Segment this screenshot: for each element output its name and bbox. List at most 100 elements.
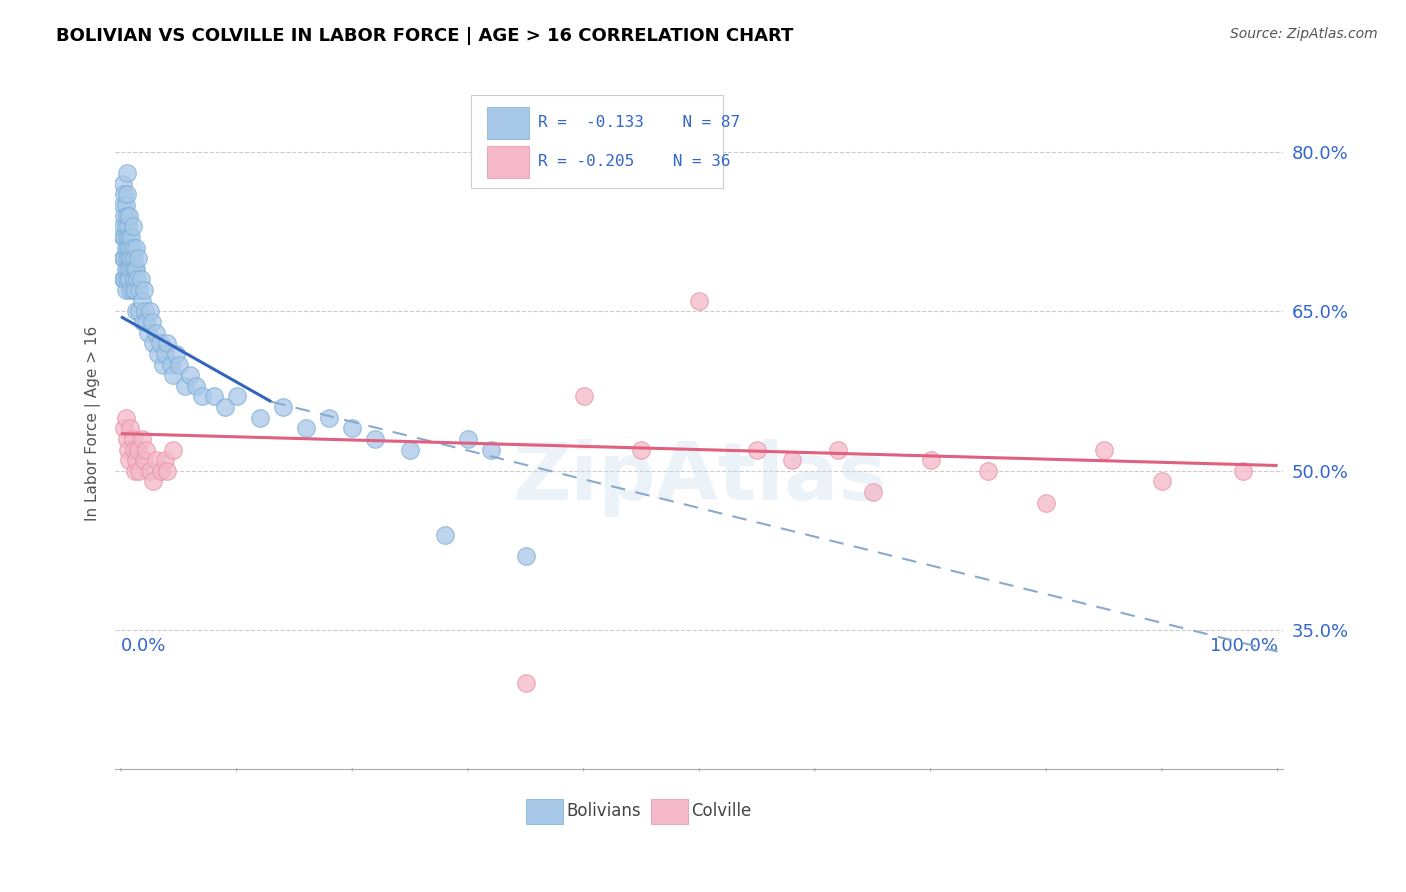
Text: 0.0%: 0.0% (121, 637, 166, 656)
Point (128, 304, 150, 318)
Point (120, 241, 142, 255)
Point (745, 442, 768, 457)
Point (156, 336, 179, 351)
Point (342, 421, 364, 435)
Point (271, 400, 294, 414)
Point (1150, 475, 1173, 489)
Point (162, 368, 184, 383)
Point (121, 261, 143, 276)
Point (112, 230, 135, 244)
Point (399, 442, 422, 457)
Point (115, 432, 138, 446)
Y-axis label: In Labor Force | Age > 16: In Labor Force | Age > 16 (86, 326, 101, 521)
Point (124, 464, 146, 478)
Point (159, 358, 181, 372)
Point (515, 549, 537, 563)
Point (1232, 464, 1254, 478)
Point (186, 378, 208, 392)
Point (114, 261, 136, 276)
Point (156, 464, 179, 478)
Point (120, 230, 142, 244)
Point (131, 293, 153, 308)
Point (117, 261, 139, 276)
Point (977, 464, 1000, 478)
Point (124, 283, 146, 297)
Point (146, 347, 169, 361)
Point (162, 442, 184, 457)
Point (173, 378, 195, 392)
Point (129, 272, 152, 286)
Point (120, 261, 142, 276)
Point (118, 209, 141, 223)
Point (132, 315, 155, 329)
Point (118, 230, 141, 244)
Point (433, 527, 456, 541)
Point (118, 272, 141, 286)
Point (128, 283, 150, 297)
Point (114, 421, 136, 435)
Point (115, 251, 138, 265)
Point (121, 432, 143, 446)
Text: Bolivians: Bolivians (567, 803, 641, 821)
Point (114, 272, 136, 286)
Point (249, 410, 271, 425)
Point (142, 336, 165, 351)
Text: Colville: Colville (692, 803, 751, 821)
Point (225, 389, 247, 403)
Point (479, 442, 502, 457)
FancyBboxPatch shape (486, 107, 529, 139)
Point (115, 187, 138, 202)
Point (166, 347, 188, 361)
Point (114, 410, 136, 425)
Point (124, 261, 146, 276)
Point (115, 166, 138, 180)
Point (122, 442, 145, 457)
FancyBboxPatch shape (651, 799, 688, 824)
Point (120, 251, 142, 265)
Point (214, 400, 236, 414)
Point (862, 485, 884, 500)
Point (125, 453, 148, 467)
Point (139, 464, 162, 478)
Point (117, 219, 139, 234)
Point (572, 389, 595, 403)
Point (112, 198, 135, 212)
Point (780, 453, 803, 467)
Point (112, 177, 135, 191)
Point (167, 358, 190, 372)
Point (112, 219, 135, 234)
Point (127, 272, 149, 286)
Text: 100.0%: 100.0% (1209, 637, 1278, 656)
Text: Source: ZipAtlas.com: Source: ZipAtlas.com (1230, 27, 1378, 41)
Point (630, 442, 652, 457)
Point (145, 326, 167, 340)
Point (152, 358, 174, 372)
Point (114, 187, 136, 202)
Point (115, 272, 138, 286)
Point (121, 283, 143, 297)
Point (115, 209, 138, 223)
Point (125, 241, 148, 255)
Text: R = -0.205    N = 36: R = -0.205 N = 36 (538, 154, 731, 169)
Point (457, 432, 479, 446)
Point (121, 219, 143, 234)
Point (153, 453, 176, 467)
Point (135, 442, 157, 457)
Point (515, 676, 537, 690)
Point (118, 453, 141, 467)
Point (191, 389, 214, 403)
Point (136, 326, 159, 340)
Point (112, 272, 135, 286)
Point (688, 293, 710, 308)
Point (118, 251, 141, 265)
Point (122, 251, 145, 265)
Point (114, 241, 136, 255)
Point (149, 336, 172, 351)
Point (135, 315, 157, 329)
Point (120, 421, 142, 435)
Point (127, 251, 149, 265)
Point (114, 283, 136, 297)
Text: R =  -0.133    N = 87: R = -0.133 N = 87 (538, 115, 740, 130)
Point (141, 315, 163, 329)
Point (142, 475, 165, 489)
